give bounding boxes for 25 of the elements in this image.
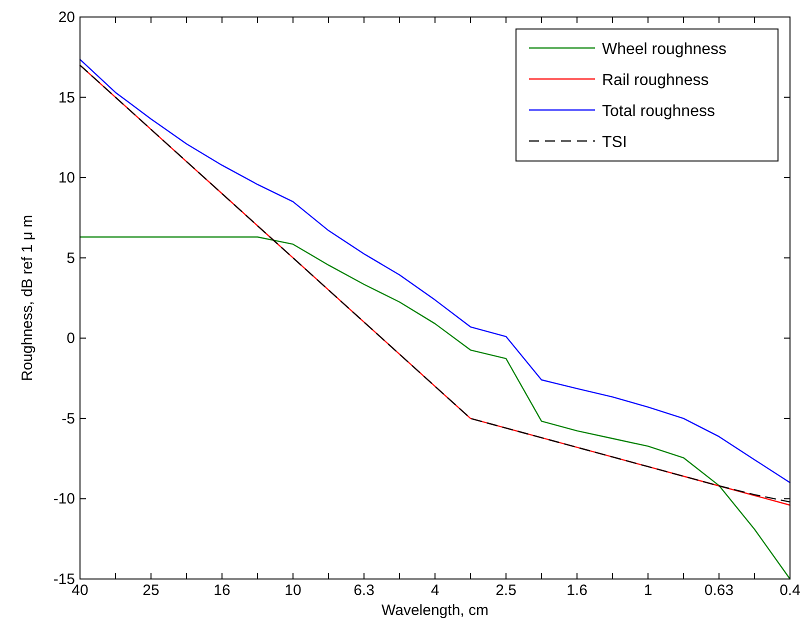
x-tick-label: 4: [430, 582, 440, 599]
x-tick-label: 10: [284, 582, 302, 599]
x-tick-label: 16: [214, 582, 230, 599]
x-tick-label: 2.5: [496, 582, 516, 599]
line-series: [79, 236, 791, 580]
y-tick-label: -5: [62, 410, 75, 428]
y-tick-label: 10: [58, 170, 75, 187]
legend-label: TSI: [602, 134, 627, 151]
x-tick-label: 1: [644, 582, 652, 599]
legend-label: Rail roughness: [602, 72, 709, 89]
x-tick-label: 0.4: [780, 582, 800, 599]
y-tick-label: 20: [58, 9, 75, 26]
y-tick-label: 0: [66, 330, 75, 348]
x-tick-label: 25: [142, 582, 160, 599]
x-tick-label: 1.6: [566, 582, 588, 599]
x-axis-title: Wavelength, cm: [382, 602, 488, 619]
legend-label: Total roughness: [602, 103, 715, 120]
x-tick-label: 6.3: [354, 582, 374, 599]
y-tick-label: 15: [58, 89, 75, 106]
x-tick-label: 0.63: [704, 582, 734, 599]
y-tick-label: 5: [66, 250, 75, 267]
y-tick-label: -10: [53, 490, 75, 508]
y-axis-title: Roughness, dB ref 1 μ m: [19, 214, 36, 382]
legend-label: Wheel roughness: [602, 41, 727, 58]
y-tick-label: -15: [53, 571, 75, 588]
